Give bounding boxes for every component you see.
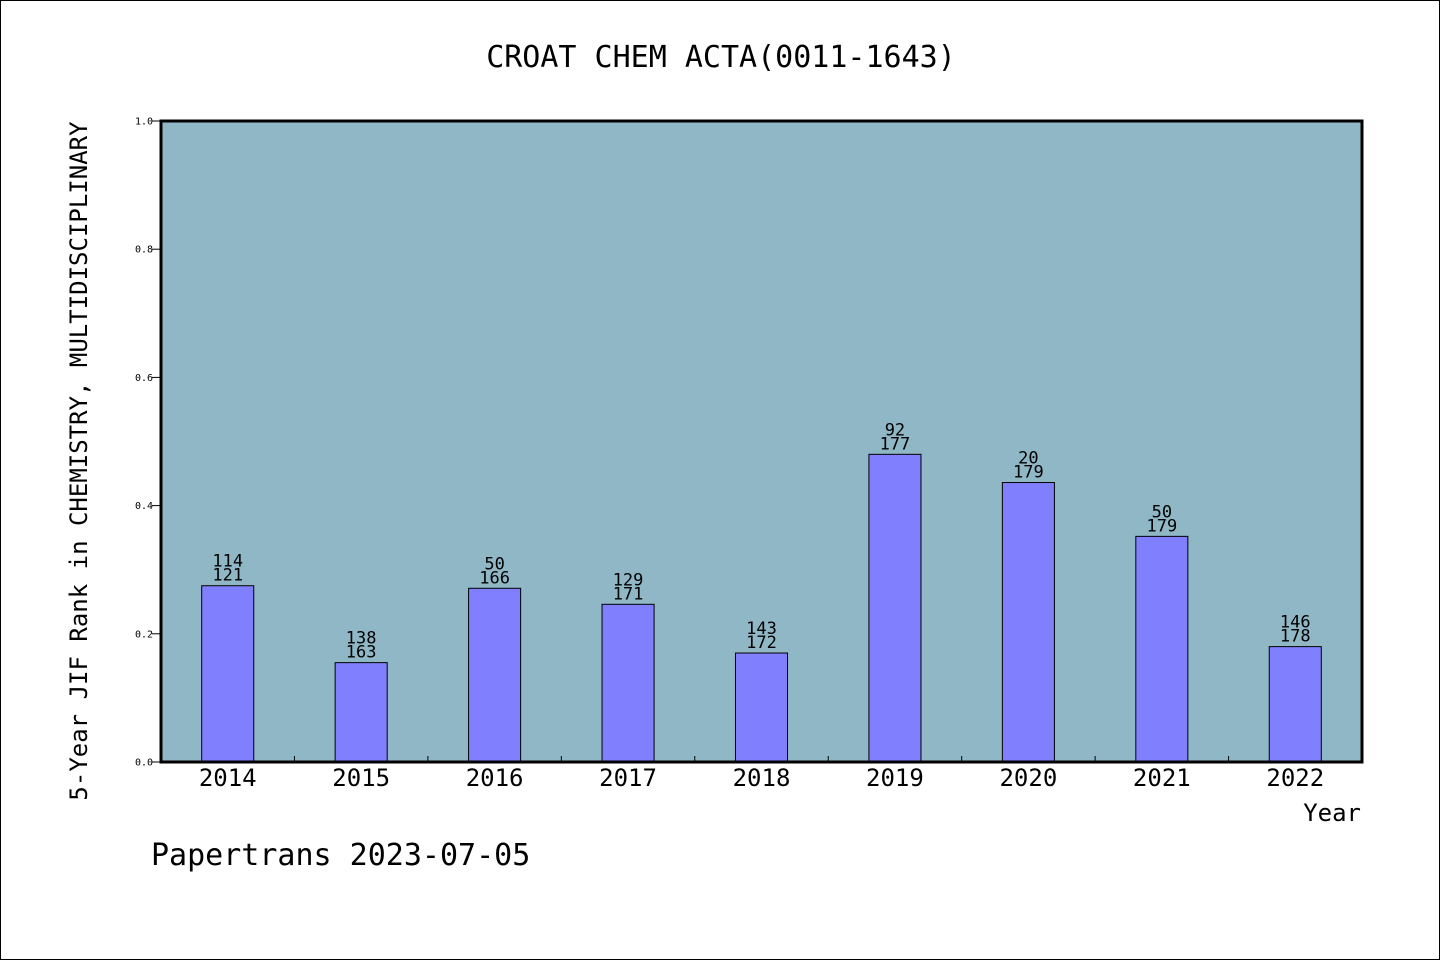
bar-label-bottom-2022: 178 xyxy=(1280,627,1311,647)
y-tick-label: 0.2 xyxy=(135,629,153,640)
footer-watermark: Papertrans 2023-07-05 xyxy=(151,838,530,873)
x-tick-label: 2021 xyxy=(1133,764,1191,792)
bar-label-bottom-2019: 177 xyxy=(880,434,911,454)
bar-2014 xyxy=(201,585,255,763)
bar-2016 xyxy=(468,587,522,763)
x-tick-label: 2016 xyxy=(466,764,524,792)
bar-label-bottom-2014: 121 xyxy=(212,566,243,586)
bar-label-top-2018: 143 xyxy=(746,619,777,639)
bar-label-top-2022: 146 xyxy=(1280,613,1311,633)
bar-label-bottom-2016: 166 xyxy=(479,568,510,588)
bar-2022 xyxy=(1268,646,1322,763)
bar-label-top-2015: 138 xyxy=(346,629,377,649)
bar-2019 xyxy=(868,453,922,763)
plot-frame xyxy=(159,119,1364,764)
bar-2020 xyxy=(1001,482,1055,763)
chart-title: CROAT CHEM ACTA(0011-1643) xyxy=(486,40,956,75)
bar-2017 xyxy=(601,603,655,763)
y-tick-label: 0.4 xyxy=(135,501,153,512)
x-tick-label: 2018 xyxy=(733,764,791,792)
y-axis-label: 5-Year JIF Rank in CHEMISTRY, MULTIDISCI… xyxy=(65,121,93,801)
bar-label-top-2021: 50 xyxy=(1152,502,1172,522)
x-tick-label: 2022 xyxy=(1266,764,1324,792)
bar-label-top-2017: 129 xyxy=(613,570,644,590)
x-tick-label: 2019 xyxy=(866,764,924,792)
x-axis-label: Year xyxy=(1303,799,1361,827)
bar-label-top-2014: 114 xyxy=(212,552,243,572)
bar-2018 xyxy=(734,652,789,763)
x-tick-label: 2020 xyxy=(999,764,1057,792)
x-tick-label: 2017 xyxy=(599,764,657,792)
bar-2021 xyxy=(1135,535,1189,763)
y-tick-label: 0.8 xyxy=(135,245,153,256)
bar-label-bottom-2017: 171 xyxy=(613,584,644,604)
x-tick-label: 2015 xyxy=(332,764,390,792)
y-tick-label: 1.0 xyxy=(135,117,153,128)
bar-label-bottom-2020: 179 xyxy=(1013,463,1044,483)
x-tick-label: 2014 xyxy=(199,764,257,792)
bar-label-top-2020: 20 xyxy=(1018,449,1038,469)
y-tick-label: 0.6 xyxy=(135,373,153,384)
bar-2015 xyxy=(334,662,388,763)
bar-label-bottom-2015: 163 xyxy=(346,643,377,663)
bar-label-top-2016: 50 xyxy=(484,554,504,574)
bar-label-top-2019: 92 xyxy=(885,420,905,440)
bar-label-bottom-2021: 179 xyxy=(1146,516,1177,536)
bar-label-bottom-2018: 172 xyxy=(746,633,777,653)
y-tick-label: 0.0 xyxy=(135,758,153,769)
